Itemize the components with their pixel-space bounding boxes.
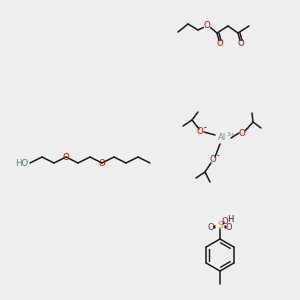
Text: -: - xyxy=(246,124,248,134)
Text: O: O xyxy=(210,155,216,164)
Text: 3+: 3+ xyxy=(226,133,236,137)
Text: HO: HO xyxy=(15,158,28,167)
Text: S: S xyxy=(217,221,223,230)
Text: O: O xyxy=(196,128,203,136)
Text: O: O xyxy=(204,22,210,31)
Text: O: O xyxy=(226,223,232,232)
Text: -: - xyxy=(204,124,206,133)
Text: O: O xyxy=(238,40,244,49)
Text: O: O xyxy=(217,40,224,49)
Text: O: O xyxy=(99,158,105,167)
Text: O: O xyxy=(63,152,69,161)
Text: H: H xyxy=(227,215,233,224)
Text: O: O xyxy=(222,217,228,226)
Text: O: O xyxy=(238,128,245,137)
Text: O: O xyxy=(208,223,214,232)
Text: Al: Al xyxy=(218,134,226,142)
Text: -: - xyxy=(217,152,219,160)
